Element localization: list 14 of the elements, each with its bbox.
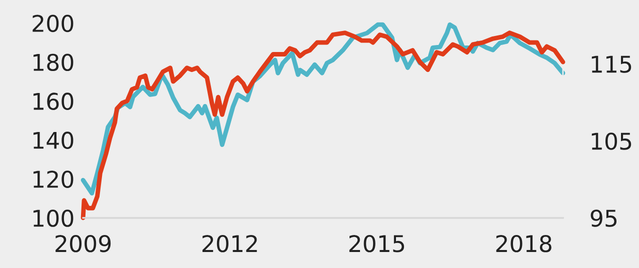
y-tick-label: 160 [34,92,74,110]
x-tick-label: 2018 [496,234,552,252]
y2-tick-label: 105 [592,132,632,150]
y-tick-label: 100 [34,210,74,227]
x-tick-label: 2012 [202,234,257,252]
x-tick-label: 2015 [349,234,404,252]
y2-tick-label: 115 [592,56,632,73]
y-tick-label: 140 [34,132,74,149]
x-tick-label: 2009 [56,234,111,252]
y-tick-label: 120 [34,170,74,188]
y-tick-label: 200 [32,14,74,32]
line-series [80,30,566,220]
y-tick-label: 180 [34,54,74,72]
y2-tick-label: 95 [590,210,617,227]
